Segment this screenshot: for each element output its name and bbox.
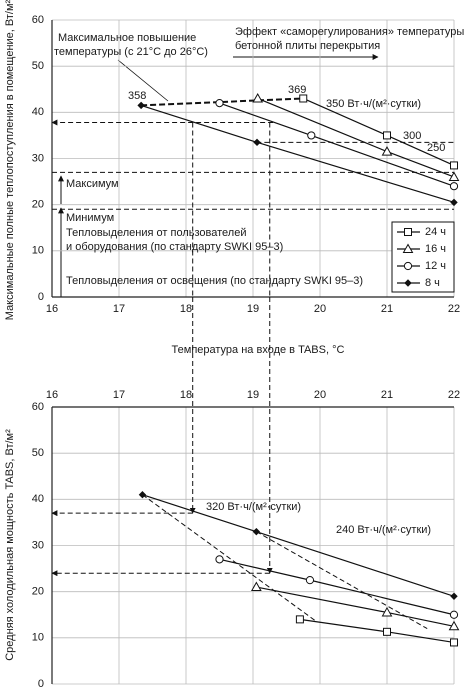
y-tick-label: 30 (32, 539, 44, 551)
marker-circle (307, 131, 316, 140)
marker-square (295, 615, 304, 624)
marker-square (404, 228, 412, 236)
marker-dot (404, 279, 412, 287)
y-tick-label: 50 (32, 447, 44, 459)
marker-circle (215, 555, 224, 564)
x-tick-label: 16 (46, 303, 58, 315)
marker-square (299, 94, 308, 103)
marker-triangle (252, 92, 264, 103)
annotation: Тепловыделения от пользователей (66, 227, 246, 239)
marker-triangle (448, 171, 460, 181)
y-tick-label: 40 (32, 106, 44, 118)
y-axis-label: Средняя холодильная мощность TABS, Вт/м² (4, 429, 16, 661)
marker-triangle (402, 243, 414, 253)
x-tick-label: 22 (448, 303, 460, 315)
annotation: Максимум (66, 178, 119, 190)
y-tick-label: 20 (32, 199, 44, 211)
marker-circle (449, 610, 459, 619)
annotation: 320 Вт·ч/(м²·сутки) (206, 501, 301, 513)
annotation: температуры (с 21°C до 26°C) (54, 46, 208, 58)
x-tick-label: 18 (180, 303, 192, 315)
marker-triangle (381, 146, 393, 156)
y-tick-label: 60 (32, 401, 44, 413)
annotation: 240 Вт·ч/(м²·сутки) (336, 524, 431, 536)
x-tick-label: 20 (314, 389, 326, 401)
annotation: 250 (427, 142, 445, 154)
annotation: и оборудования (по стандарту SWKI 95–3) (66, 241, 283, 253)
marker-dot (138, 491, 147, 499)
y-tick-label: 10 (32, 632, 44, 644)
legend: 24 ч 16 ч 12 ч 8 ч (391, 221, 455, 293)
legend-label: 16 ч (425, 243, 446, 255)
annotation: Минимум (66, 212, 114, 224)
annotation: 369 (288, 84, 306, 96)
pointer-line (117, 59, 169, 102)
marker-circle (403, 261, 413, 271)
legend-label: 8 ч (425, 277, 440, 289)
marker-square (383, 627, 391, 636)
y-tick-label: 20 (32, 586, 44, 598)
y-tick-label: 40 (32, 493, 44, 505)
x-tick-label: 19 (247, 389, 259, 401)
y-tick-label: 10 (32, 245, 44, 257)
marker-dot (252, 527, 261, 536)
marker-circle (215, 99, 224, 108)
x-tick-label: 20 (314, 303, 326, 315)
marker-circle (305, 576, 315, 585)
marker-square (383, 131, 391, 140)
marker-triangle (448, 620, 460, 631)
y-axis-label: Максимальные полные теплопоступления в п… (4, 0, 16, 320)
y-tick-label: 0 (38, 678, 44, 690)
annotation: Эффект «саморегулирования» температуры (235, 26, 464, 38)
annotation: 300 (403, 130, 421, 142)
legend-label: 12 ч (425, 260, 446, 272)
marker-dot (137, 101, 145, 110)
marker-dot (450, 198, 458, 207)
annotation: Тепловыделения от освещения (по стандарт… (66, 275, 363, 287)
y-tick-label: 0 (38, 291, 44, 303)
guide-line (142, 494, 317, 623)
x-tick-label: 17 (113, 303, 125, 315)
x-axis-label: Температура на входе в TABS, °C (172, 344, 345, 356)
legend-label: 24 ч (425, 226, 446, 238)
guide-line (256, 531, 428, 630)
marker-triangle (250, 581, 262, 592)
x-tick-label: 22 (448, 389, 460, 401)
annotation: Максимальное повышение (58, 32, 196, 44)
x-tick-label: 16 (46, 389, 58, 401)
marker-dot (450, 592, 458, 600)
y-tick-label: 30 (32, 152, 44, 164)
marker-square (450, 638, 458, 647)
y-tick-label: 50 (32, 60, 44, 72)
x-tick-label: 21 (381, 389, 393, 401)
annotation: 358 (128, 90, 146, 102)
marker-dot (253, 138, 261, 147)
marker-triangle (381, 606, 393, 617)
annotation: 350 Вт·ч/(м²·сутки) (326, 98, 421, 110)
x-tick-label: 18 (180, 389, 192, 401)
legend-box (391, 221, 455, 293)
y-tick-label: 60 (32, 14, 44, 26)
x-tick-label: 19 (247, 303, 259, 315)
annotation: бетонной плиты перекрытия (235, 40, 380, 52)
marker-circle (449, 182, 459, 191)
x-tick-label: 17 (113, 389, 125, 401)
x-tick-label: 21 (381, 303, 393, 315)
marker-square (450, 161, 458, 170)
